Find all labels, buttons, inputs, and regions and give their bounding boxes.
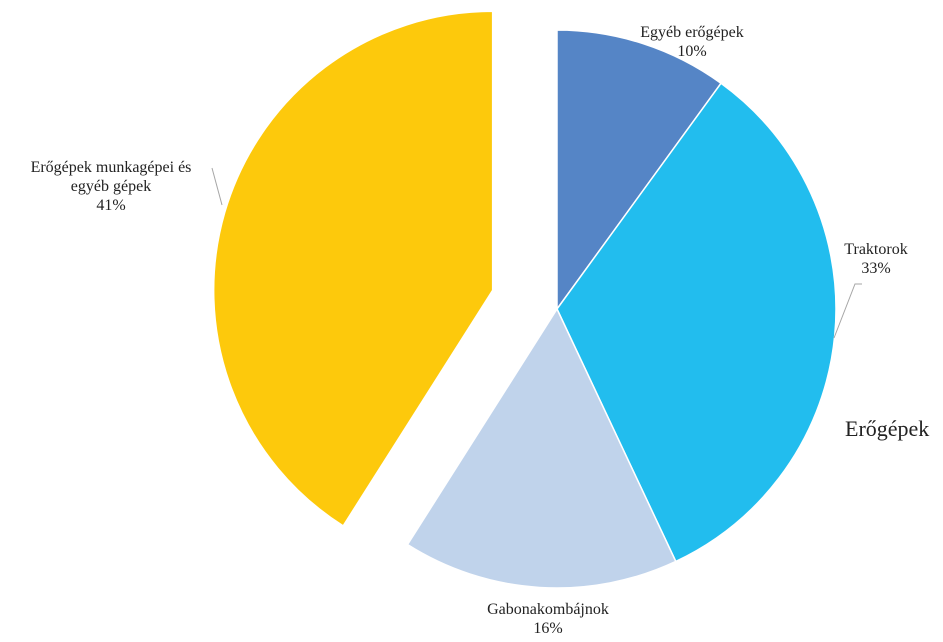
slice-value-label: 41% (96, 197, 125, 214)
slice-category-label: Traktorok (844, 241, 907, 258)
slice-category-label: Egyéb erőgépek (640, 24, 744, 41)
pie-slices (212, 10, 837, 589)
leader-line-1 (833, 283, 862, 339)
slice-label-0: Egyéb erőgépek 10% (640, 24, 744, 60)
slice-labels: Egyéb erőgépek 10% Traktorok 33% Gabonakombá… (31, 24, 908, 637)
chart-annotation: Erőgépek (845, 416, 929, 441)
slice-value-label: 33% (861, 260, 890, 277)
slice-value-label: 16% (533, 620, 562, 637)
pie-slice-0 (556, 29, 723, 312)
slice-category-label: Erőgépek munkagépei és (31, 159, 192, 176)
slice-category-label: Gabonakombájnok (487, 601, 609, 618)
pie-slice-3 (212, 10, 494, 527)
slice-label-3: Erőgépek munkagépei és egyéb gépek 41% (31, 159, 192, 214)
slice-value-label: 10% (677, 43, 706, 60)
slice-label-1: Traktorok 33% (844, 241, 907, 277)
pie-slice-2 (406, 307, 677, 589)
slice-label-2: Gabonakombájnok 16% (487, 601, 609, 637)
leader-lines (211, 167, 862, 339)
slice-category-label: egyéb gépek (71, 178, 151, 195)
leader-line-3 (211, 167, 223, 206)
